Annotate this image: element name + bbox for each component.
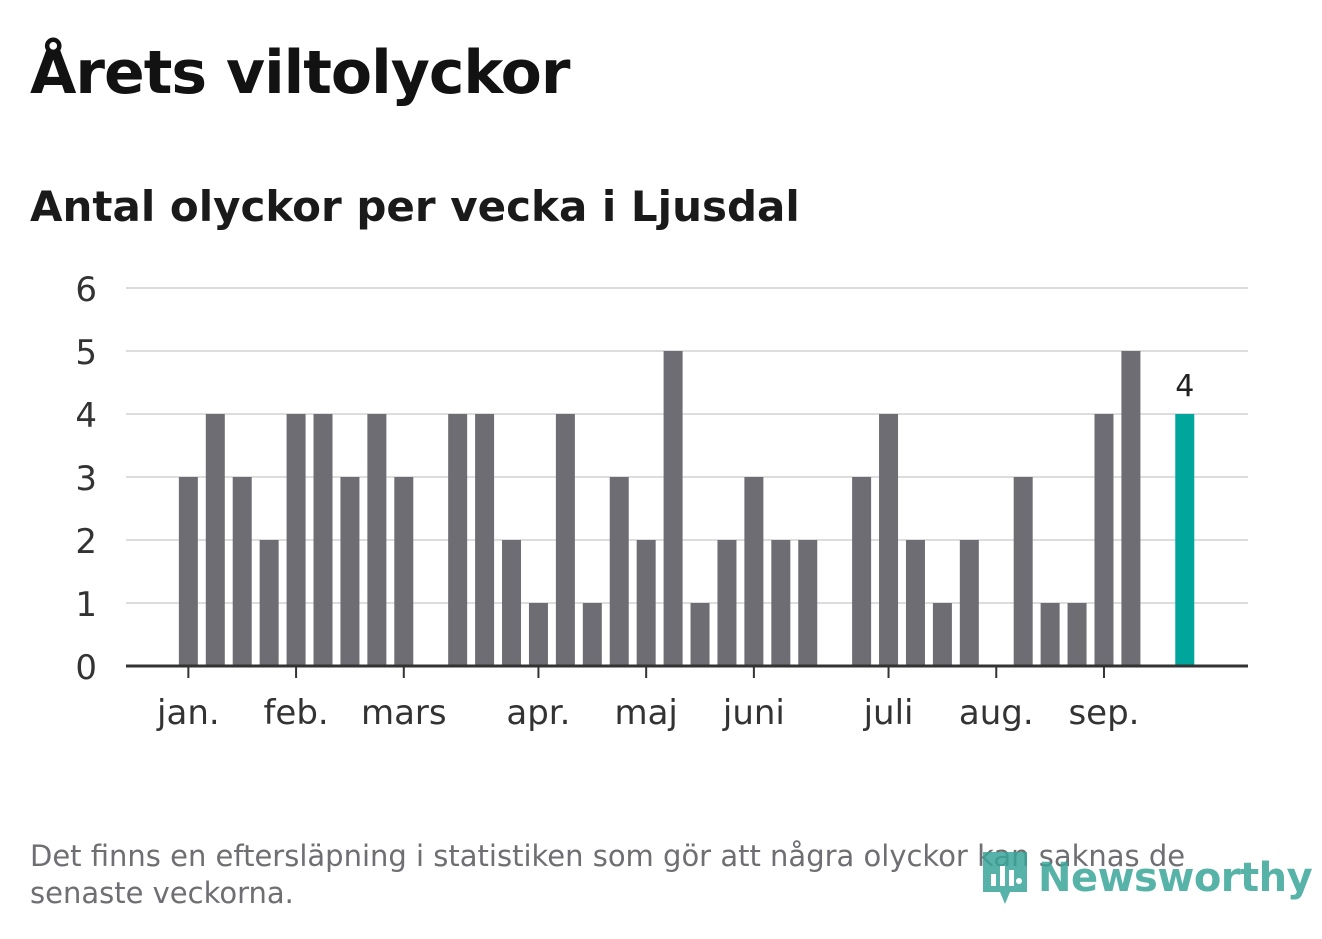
bar	[932, 603, 952, 666]
x-tick-label: mars	[361, 693, 447, 733]
y-tick-label: 4	[75, 396, 97, 436]
grid-lines	[126, 287, 1248, 604]
bar-highlight	[1175, 414, 1195, 666]
x-tick-label: juni	[722, 693, 785, 733]
bar	[959, 540, 979, 666]
x-tick-label: maj	[614, 693, 677, 733]
highlight-value-label: 4	[1175, 369, 1194, 404]
x-tick-label: jan.	[156, 693, 220, 733]
data-labels: 4	[1175, 369, 1194, 404]
bar	[394, 477, 414, 666]
bar	[1121, 351, 1141, 666]
bar	[609, 477, 629, 666]
newsworthy-logo-text: Newsworthy	[1038, 855, 1313, 901]
bar	[232, 477, 252, 666]
y-axis-ticks: 0 1 2 3 4 5 6	[75, 270, 97, 688]
bar	[879, 414, 899, 666]
y-tick-label: 1	[75, 585, 97, 625]
bar	[259, 540, 279, 666]
newsworthy-logo: Newsworthy	[980, 848, 1313, 908]
y-tick-label: 3	[75, 459, 97, 499]
x-tick-label: aug.	[959, 693, 1034, 733]
y-tick-label: 5	[75, 333, 97, 373]
bar	[663, 351, 683, 666]
bar	[286, 414, 306, 666]
bar	[1094, 414, 1114, 666]
bar	[1040, 603, 1060, 666]
bar	[313, 414, 333, 666]
bars	[178, 351, 1195, 666]
bar	[502, 540, 522, 666]
x-tick-label: feb.	[263, 693, 328, 733]
bar	[582, 603, 602, 666]
bar	[205, 414, 225, 666]
newsworthy-logo-icon	[983, 852, 1027, 904]
x-tick-label: juli	[863, 693, 914, 733]
bar	[340, 477, 360, 666]
bar-chart: 0 1 2 3 4 5 6 jan. feb. mars apr. maj juni juli aug. s…	[75, 270, 1248, 733]
x-tick-label: apr.	[506, 693, 570, 733]
bar	[475, 414, 495, 666]
x-tick-label: sep.	[1068, 693, 1139, 733]
y-tick-label: 0	[75, 648, 97, 688]
bar	[717, 540, 737, 666]
bar	[636, 540, 656, 666]
chart-title: Årets viltolyckor	[30, 38, 570, 108]
bar	[528, 603, 548, 666]
bar	[690, 603, 710, 666]
y-tick-label: 6	[75, 270, 97, 310]
bar	[798, 540, 818, 666]
bar	[1067, 603, 1087, 666]
bar	[852, 477, 872, 666]
bar	[744, 477, 764, 666]
bar	[555, 414, 575, 666]
y-tick-label: 2	[75, 522, 97, 562]
bar	[367, 414, 387, 666]
bar	[448, 414, 468, 666]
bar	[771, 540, 791, 666]
bar	[905, 540, 925, 666]
bar	[178, 477, 198, 666]
x-axis: jan. feb. mars apr. maj juni juli aug. sep.	[126, 664, 1248, 733]
chart-subtitle: Antal olyckor per vecka i Ljusdal	[30, 182, 800, 231]
bar	[1013, 477, 1033, 666]
